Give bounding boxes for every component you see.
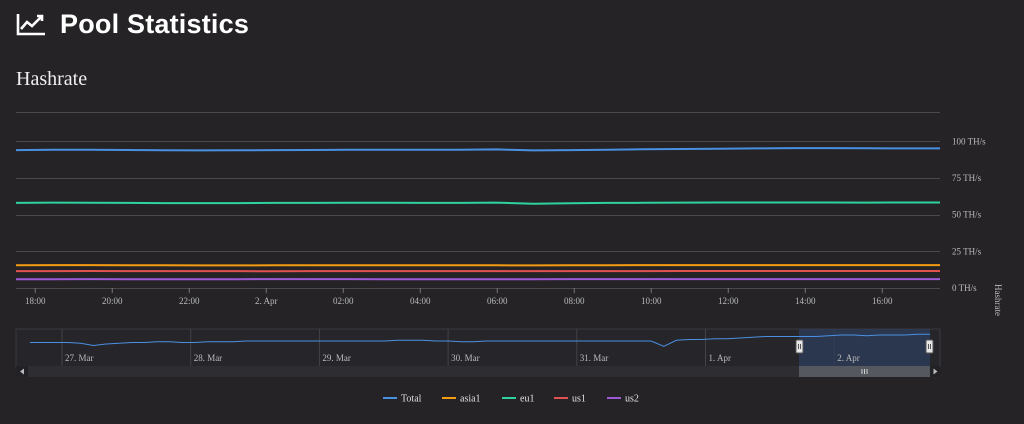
legend-label: Total (401, 394, 422, 405)
trending-chart-icon (16, 14, 45, 36)
legend-item-us1[interactable]: us1 (554, 394, 586, 405)
y-tick-label: 50 TH/s (952, 210, 982, 220)
legend-item-asia1[interactable]: asia1 (442, 394, 481, 405)
legend-label: eu1 (520, 394, 534, 405)
legend-item-us2[interactable]: us2 (607, 394, 639, 405)
x-tick-label: 2. Apr (255, 296, 278, 306)
y-axis-ticks: 0 TH/s 25 TH/s 50 TH/s 75 TH/s 100 TH/s (952, 136, 986, 293)
x-tick-label: 16:00 (872, 296, 893, 306)
page-title: Pool Statistics (60, 8, 250, 39)
legend: Total asia1 eu1 us1 us2 (383, 394, 639, 405)
navigator-date-label: 31. Mar (580, 353, 609, 363)
navigator[interactable]: 27. Mar 28. Mar 29. Mar 30. Mar 31. Mar 1. Ap… (15, 328, 941, 368)
series-line-total[interactable] (15, 147, 940, 152)
legend-label: us1 (572, 394, 586, 405)
y-axis-label: Hashrate (993, 284, 1003, 316)
navigator-background (15, 328, 941, 368)
x-tick-label: 10:00 (641, 296, 662, 306)
x-tick-label: 08:00 (564, 296, 585, 306)
x-tick-label: 14:00 (795, 296, 816, 306)
navigator-series-line (30, 333, 930, 347)
legend-item-total[interactable]: Total (383, 394, 422, 405)
series-line-eu1[interactable] (15, 201, 940, 205)
y-tick-label: 75 TH/s (952, 173, 982, 183)
navigator-date-labels: 27. Mar 28. Mar 29. Mar 30. Mar 31. Mar 1. Ap… (65, 353, 860, 363)
chart-title: Hashrate (16, 68, 88, 90)
x-tick-label: 22:00 (179, 296, 200, 306)
x-tick-label: 12:00 (718, 296, 739, 306)
x-tick-label: 04:00 (410, 296, 431, 306)
navigator-date-label: 28. Mar (194, 353, 223, 363)
navigator-date-label: 27. Mar (65, 353, 94, 363)
scrollbar-track[interactable] (16, 366, 940, 377)
y-tick-label: 100 TH/s (952, 136, 986, 146)
x-tick-label: 18:00 (25, 296, 46, 306)
scrollbar[interactable] (16, 366, 940, 377)
navigator-date-label: 29. Mar (322, 353, 351, 363)
navigator-handle-right[interactable] (925, 339, 934, 354)
legend-label: us2 (625, 394, 639, 405)
x-tick-label: 06:00 (487, 296, 508, 306)
page-header: Pool Statistics (16, 6, 249, 42)
legend-label: asia1 (460, 394, 481, 405)
navigator-date-label: 1. Apr (709, 353, 732, 363)
scroll-left-arrow-icon (20, 368, 24, 375)
y-tick-label: 25 TH/s (952, 246, 982, 256)
navigator-date-label: 2. Apr (837, 353, 860, 363)
hashrate-chart: 18:00 20:00 22:00 2. Apr 02:00 04:00 06:00 08:0… (15, 112, 1003, 405)
x-tick-label: 02:00 (333, 296, 354, 306)
x-tick-label: 20:00 (102, 296, 123, 306)
navigator-handle-left[interactable] (795, 339, 804, 354)
x-axis-ticks: 18:00 20:00 22:00 2. Apr 02:00 04:00 06:00 08:0… (25, 288, 893, 306)
navigator-date-label: 30. Mar (451, 353, 480, 363)
y-tick-label: 0 TH/s (952, 283, 977, 293)
series-lines (15, 147, 940, 281)
scroll-right-arrow-icon (933, 368, 938, 375)
legend-item-eu1[interactable]: eu1 (502, 394, 534, 405)
grid-lines (16, 112, 940, 289)
